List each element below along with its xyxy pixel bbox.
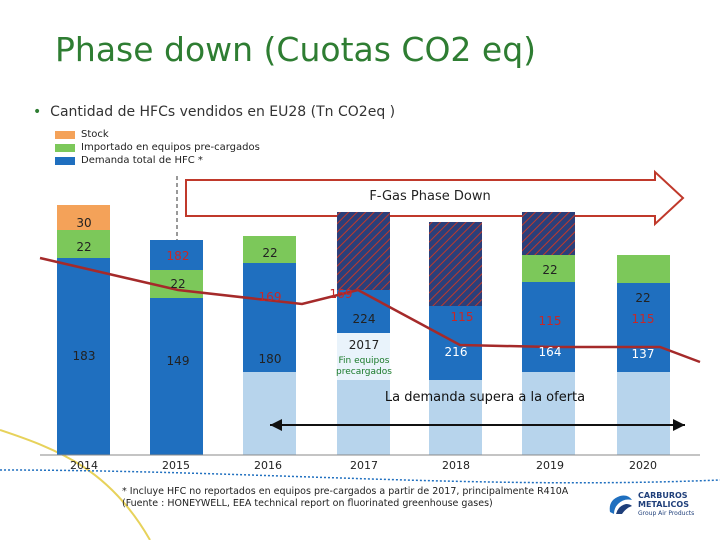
bar-segment-demand-2014 <box>57 258 110 455</box>
bar-segment-hatched-2017 <box>337 212 390 290</box>
subtitle-text: Cantidad de HFCs vendidos en EU28 (Tn CO… <box>50 104 396 120</box>
bar-label: 224 <box>352 312 376 326</box>
logo-icon <box>609 495 632 514</box>
x-tick-label: 2014 <box>70 459 98 472</box>
bar-label: 115 <box>538 314 562 328</box>
bar-segment-imported-2014 <box>57 230 110 258</box>
bar-segment-light-2020 <box>617 372 670 455</box>
bar-label: 115 <box>450 310 474 324</box>
banner-text: F-Gas Phase Down <box>369 189 491 204</box>
bar-label: 22 <box>170 277 186 291</box>
legend-label: Demanda total de HFC * <box>81 155 203 166</box>
bar-segment-demand-2015 <box>150 240 203 270</box>
bar-segment-demand-2016 <box>243 304 296 372</box>
company-logo: CARBUROS METALICOS Group Air Products <box>606 491 694 518</box>
decorative-curve <box>0 469 720 484</box>
x-tick-label: 2017 <box>350 459 378 472</box>
bar-segment-demand-2018 <box>429 306 482 335</box>
quota-line <box>39 256 701 364</box>
bar-segment-demand-2019 <box>522 282 575 310</box>
bar-label: 22 <box>542 263 558 277</box>
page-title: Phase down (Cuotas CO2 eq) <box>55 30 537 69</box>
bar-segment-hatched-2019 <box>522 212 575 255</box>
legend-item-imported: Importado en equipos pre-cargados <box>55 141 260 154</box>
bar-label: 216 <box>444 345 468 359</box>
arrow-head-right <box>673 419 685 431</box>
bar-segment-demand-2017 <box>337 305 390 333</box>
bar-label: 22 <box>262 246 278 260</box>
logo-tagline: Group Air Products <box>638 510 695 517</box>
legend-item-stock: Stock <box>55 128 260 141</box>
legend-label: Importado en equipos pre-cargados <box>81 142 260 153</box>
legend-swatch-stock <box>55 130 75 139</box>
x-tick-label: 2016 <box>254 459 282 472</box>
logo-line1: CARBUROS <box>638 491 688 500</box>
bar-label: 137 <box>631 347 655 361</box>
bar-segment-light-2018 <box>429 380 482 455</box>
bar-label: 180 <box>258 352 282 366</box>
logo-line2: METALICOS <box>638 500 689 509</box>
logo-text: CARBUROS METALICOS Group Air Products <box>638 491 694 518</box>
bar-segment-light-2016 <box>243 372 296 455</box>
bar-label: 30 <box>76 216 92 230</box>
bar-segment-imported-2019 <box>522 255 575 282</box>
bar-segment-light-2019 <box>522 372 575 455</box>
bar-segment-stock-2014 <box>57 205 110 230</box>
x-tick-label: 2019 <box>536 459 564 472</box>
bar-segment-demand-2019 <box>522 310 575 372</box>
legend-swatch-demand <box>55 156 75 165</box>
decorative-curve <box>0 429 151 540</box>
bar-segment-light-2017 <box>337 380 390 455</box>
bar-segment-light-2017 <box>337 333 390 380</box>
x-tick-label: 2015 <box>162 459 190 472</box>
bar-label: 115 <box>631 312 655 326</box>
bar-note: Fin equipos precargados <box>336 356 392 377</box>
bar-segment-imported-2020 <box>617 255 670 283</box>
bar-label: 22 <box>635 291 651 305</box>
bar-label: 182 <box>166 249 190 263</box>
bar-label: 183 <box>72 349 96 363</box>
bar-segment-imported-2016 <box>243 236 296 263</box>
legend-label: Stock <box>81 129 109 140</box>
bar-label: 169 <box>258 290 282 304</box>
legend-swatch-imported <box>55 143 75 152</box>
supply-demand-text: La demanda supera a la oferta <box>384 390 586 405</box>
bar-label: 22 <box>76 240 92 254</box>
x-tick-label: 2020 <box>629 459 657 472</box>
x-tick-label: 2018 <box>442 459 470 472</box>
bar-label: 149 <box>166 354 190 368</box>
chart-subtitle: • Cantidad de HFCs vendidos en EU28 (Tn … <box>33 104 395 120</box>
bar-label: 169 <box>329 287 353 301</box>
bar-label: 2017 <box>348 338 380 352</box>
bar-segment-hatched-2018 <box>429 222 482 306</box>
arrow-head-left <box>270 419 282 431</box>
bullet: • <box>33 104 42 120</box>
legend-item-demand: Demanda total de HFC * <box>55 154 260 167</box>
bar-segment-imported-2015 <box>150 270 203 298</box>
bar-label: 164 <box>538 345 562 359</box>
bar-segment-demand-2020 <box>617 308 670 372</box>
phase-down-banner-arrow <box>185 169 685 227</box>
footnote: * Incluye HFC no reportados en equipos p… <box>122 486 569 509</box>
legend: Stock Importado en equipos pre-cargados … <box>55 128 260 167</box>
bar-segment-demand-2020 <box>617 283 670 308</box>
bar-segment-demand-2015 <box>150 298 203 455</box>
bars-group <box>57 205 670 455</box>
